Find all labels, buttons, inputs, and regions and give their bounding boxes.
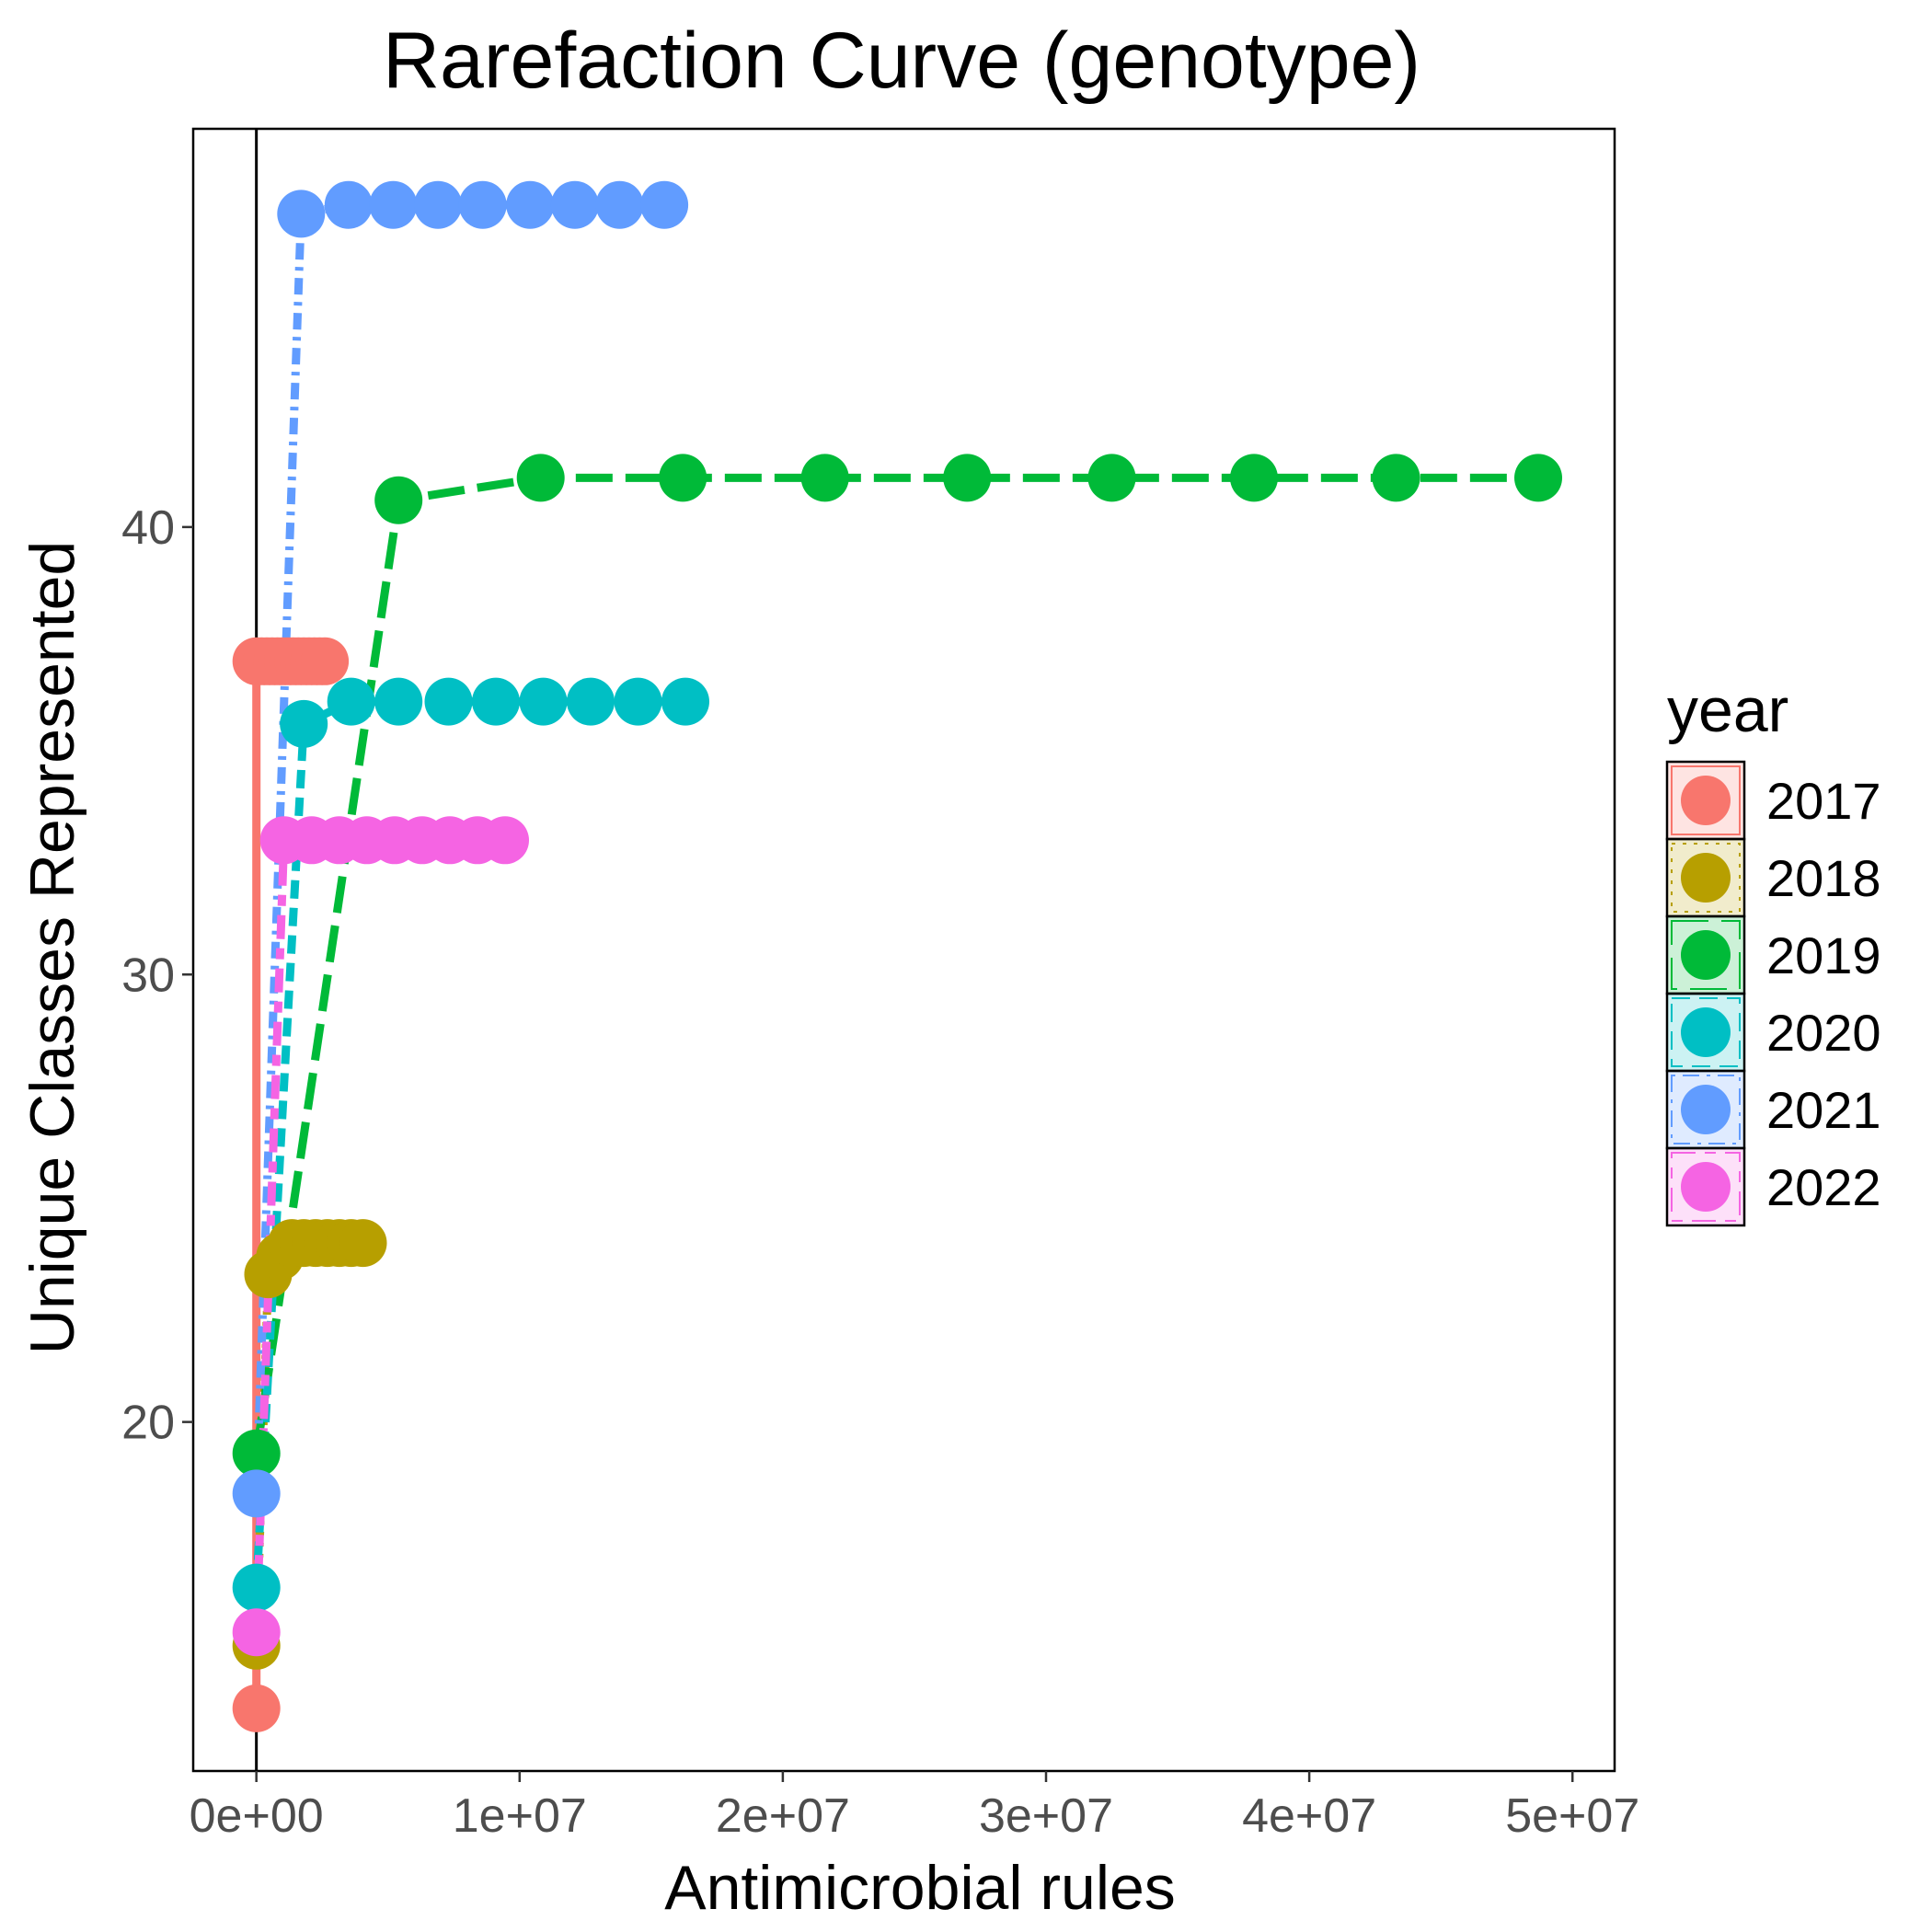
data-point-2020 bbox=[280, 699, 328, 748]
x-tick-label: 2e+07 bbox=[716, 1789, 850, 1843]
plot-area: 20 30 40 0e+00 1e+07 2e+07 3e+07 4e+07 5e+07 bbox=[121, 127, 1639, 1843]
data-point-2020 bbox=[327, 677, 375, 726]
legend-key-point-2021 bbox=[1681, 1085, 1731, 1134]
legend-key-line-2018 bbox=[1671, 843, 1741, 913]
data-point-2021 bbox=[640, 180, 689, 229]
data-point-2020 bbox=[661, 677, 709, 726]
data-point-2017 bbox=[301, 637, 350, 685]
data-point-2021 bbox=[550, 180, 599, 229]
data-point-2022 bbox=[481, 816, 529, 865]
legend-key-point-2018 bbox=[1681, 853, 1731, 903]
y-tick-label: 40 bbox=[121, 501, 175, 555]
data-point-2019 bbox=[232, 1429, 281, 1478]
data-point-2019 bbox=[800, 454, 849, 502]
chart-title: Rarefaction Curve (genotype) bbox=[383, 17, 1420, 105]
x-tick-label: 0e+00 bbox=[190, 1789, 324, 1843]
legend-key-line-2020 bbox=[1671, 997, 1741, 1067]
legend-label-2019: 2019 bbox=[1766, 926, 1881, 984]
data-point-2019 bbox=[1372, 454, 1420, 502]
legend-key-point-2017 bbox=[1681, 776, 1731, 825]
panel-border bbox=[191, 127, 1616, 1773]
legend-label-2017: 2017 bbox=[1766, 772, 1881, 830]
data-point-2019 bbox=[943, 454, 992, 502]
x-tick-label: 3e+07 bbox=[979, 1789, 1113, 1843]
data-point-2021 bbox=[232, 1469, 281, 1518]
y-tick-label: 30 bbox=[121, 949, 175, 1002]
data-point-2020 bbox=[374, 677, 423, 726]
series-layer bbox=[232, 129, 1562, 1771]
legend-label-2022: 2022 bbox=[1766, 1158, 1881, 1216]
data-point-2019 bbox=[1087, 454, 1136, 502]
data-point-2019 bbox=[659, 454, 707, 502]
legend-key-point-2019 bbox=[1681, 930, 1731, 980]
x-axis-title: Antimicrobial rules bbox=[664, 1853, 1176, 1923]
data-point-2021 bbox=[458, 180, 507, 229]
data-point-2021 bbox=[369, 180, 418, 229]
legend-label-2020: 2020 bbox=[1766, 1004, 1881, 1062]
series-line-2019 bbox=[252, 473, 1538, 1455]
data-point-2019 bbox=[1230, 454, 1278, 502]
data-point-2020 bbox=[614, 677, 662, 726]
data-point-2020 bbox=[424, 677, 473, 726]
x-tick-label: 4e+07 bbox=[1242, 1789, 1376, 1843]
legend-key-line-2017 bbox=[1671, 765, 1741, 835]
legend-key-line-2022 bbox=[1671, 1152, 1741, 1222]
y-tick-label: 20 bbox=[121, 1397, 175, 1450]
legend-title: year bbox=[1667, 675, 1788, 745]
legend-label-2021: 2021 bbox=[1766, 1081, 1881, 1139]
x-tick-label: 5e+07 bbox=[1505, 1789, 1639, 1843]
legend-key-line-2019 bbox=[1671, 920, 1741, 990]
data-point-2019 bbox=[374, 476, 423, 524]
data-point-2020 bbox=[519, 677, 568, 726]
data-point-2020 bbox=[472, 677, 520, 726]
data-point-2020 bbox=[232, 1563, 281, 1612]
legend: year 2017 2018 2019 2020 2021 2022 bbox=[1665, 675, 1881, 1227]
data-point-2018 bbox=[339, 1219, 387, 1268]
legend-key-point-2020 bbox=[1681, 1007, 1731, 1057]
data-point-2021 bbox=[595, 180, 644, 229]
data-point-2021 bbox=[324, 180, 373, 229]
data-point-2021 bbox=[506, 180, 555, 229]
data-point-2022 bbox=[232, 1608, 281, 1657]
data-point-2017 bbox=[232, 1684, 281, 1732]
legend-label-2018: 2018 bbox=[1766, 849, 1881, 907]
data-point-2021 bbox=[277, 190, 326, 238]
x-tick-label: 1e+07 bbox=[453, 1789, 587, 1843]
data-point-2019 bbox=[516, 454, 565, 502]
series-line-2021 bbox=[252, 201, 665, 1494]
data-point-2020 bbox=[567, 677, 615, 726]
data-point-2019 bbox=[1514, 454, 1562, 502]
y-axis-title: Unique Classes Represented bbox=[17, 541, 87, 1355]
legend-key-point-2022 bbox=[1681, 1162, 1731, 1212]
data-point-2021 bbox=[414, 180, 463, 229]
